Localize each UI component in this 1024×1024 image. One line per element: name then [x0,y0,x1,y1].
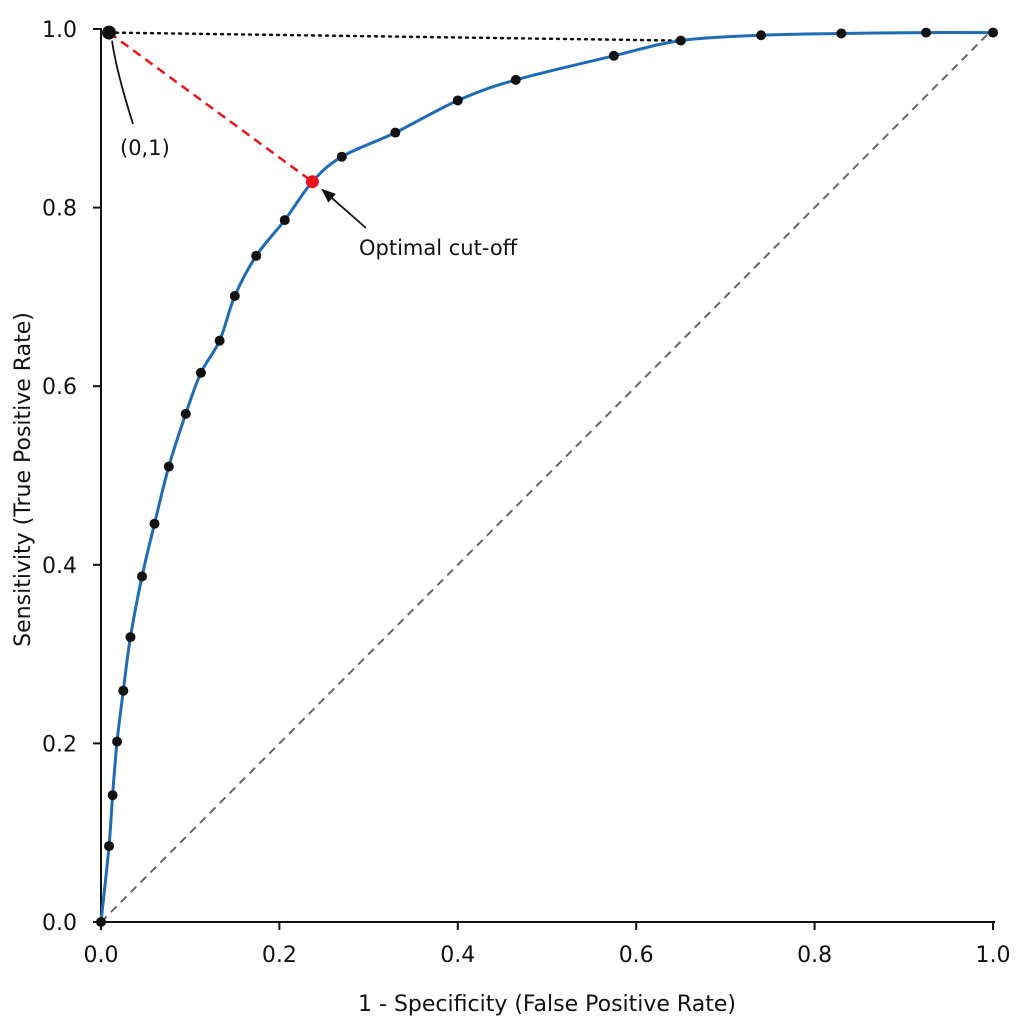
roc-data-point [390,127,401,138]
ideal-horizontal-dotted-line [107,31,683,42]
x-tick-label: 0.4 [440,943,475,968]
distance-to-ideal-line [108,31,314,183]
roc-data-point [195,367,206,378]
axes-layer [100,28,995,923]
roc-data-point [608,50,619,61]
y-tick-label: 0.2 [42,732,77,757]
ideal-point-label: (0,1) [120,136,170,160]
roc-data-point [125,632,136,643]
optimal-cutoff-point [305,175,319,189]
roc-data-point [137,571,148,582]
roc-data-point [104,841,115,852]
x-tick-label: 0.6 [619,943,654,968]
roc-data-point [112,736,123,747]
optimal-cutoff-label: Optimal cut-off [359,236,518,260]
roc-data-point [251,250,262,261]
y-tick-label: 1.0 [42,18,77,43]
y-tick-label: 0.4 [42,554,77,579]
ideal-point-pointer [111,40,134,125]
roc-data-point [452,95,463,106]
roc-data-point [921,27,932,38]
annotation-layer: (0,1) Optimal cut-off [111,40,518,260]
roc-data-point [336,151,347,162]
x-tick-label: 0.2 [262,943,297,968]
roc-data-point [163,461,174,472]
y-tick-label: 0.6 [42,375,77,400]
x-tick-label: 0.8 [797,943,832,968]
x-axis-title: 1 - Specificity (False Positive Rate) [358,992,736,1017]
roc-data-point [836,28,847,39]
roc-data-point [279,215,290,226]
chance-diagonal-line [100,28,994,923]
optimal-cutoff-arrow [321,188,367,229]
roc-data-point [180,408,191,419]
roc-data-point [118,685,129,696]
y-tick-label: 0.0 [42,911,77,936]
roc-data-point [510,74,521,85]
y-tick-label: 0.8 [42,197,77,222]
roc-data-point [107,790,118,801]
roc-data-point [96,917,106,927]
roc-data-point [229,291,240,302]
ideal-point-marker [102,25,117,40]
roc-data-point [149,518,160,529]
ticks-layer: 0.0 0.2 0.4 0.6 0.8 1.0 0.0 0.2 0.4 0.6 0.8 1.0 [42,18,1011,968]
x-tick-label: 0.0 [84,943,119,968]
roc-data-point [214,335,225,346]
reference-layer [100,28,994,923]
roc-data-point [675,35,686,46]
x-tick-label: 1.0 [976,943,1011,968]
roc-data-point [756,30,767,41]
y-axis-title: Sensitivity (True Positive Rate) [11,312,36,647]
points-layer [96,25,998,927]
roc-data-point [988,27,998,38]
